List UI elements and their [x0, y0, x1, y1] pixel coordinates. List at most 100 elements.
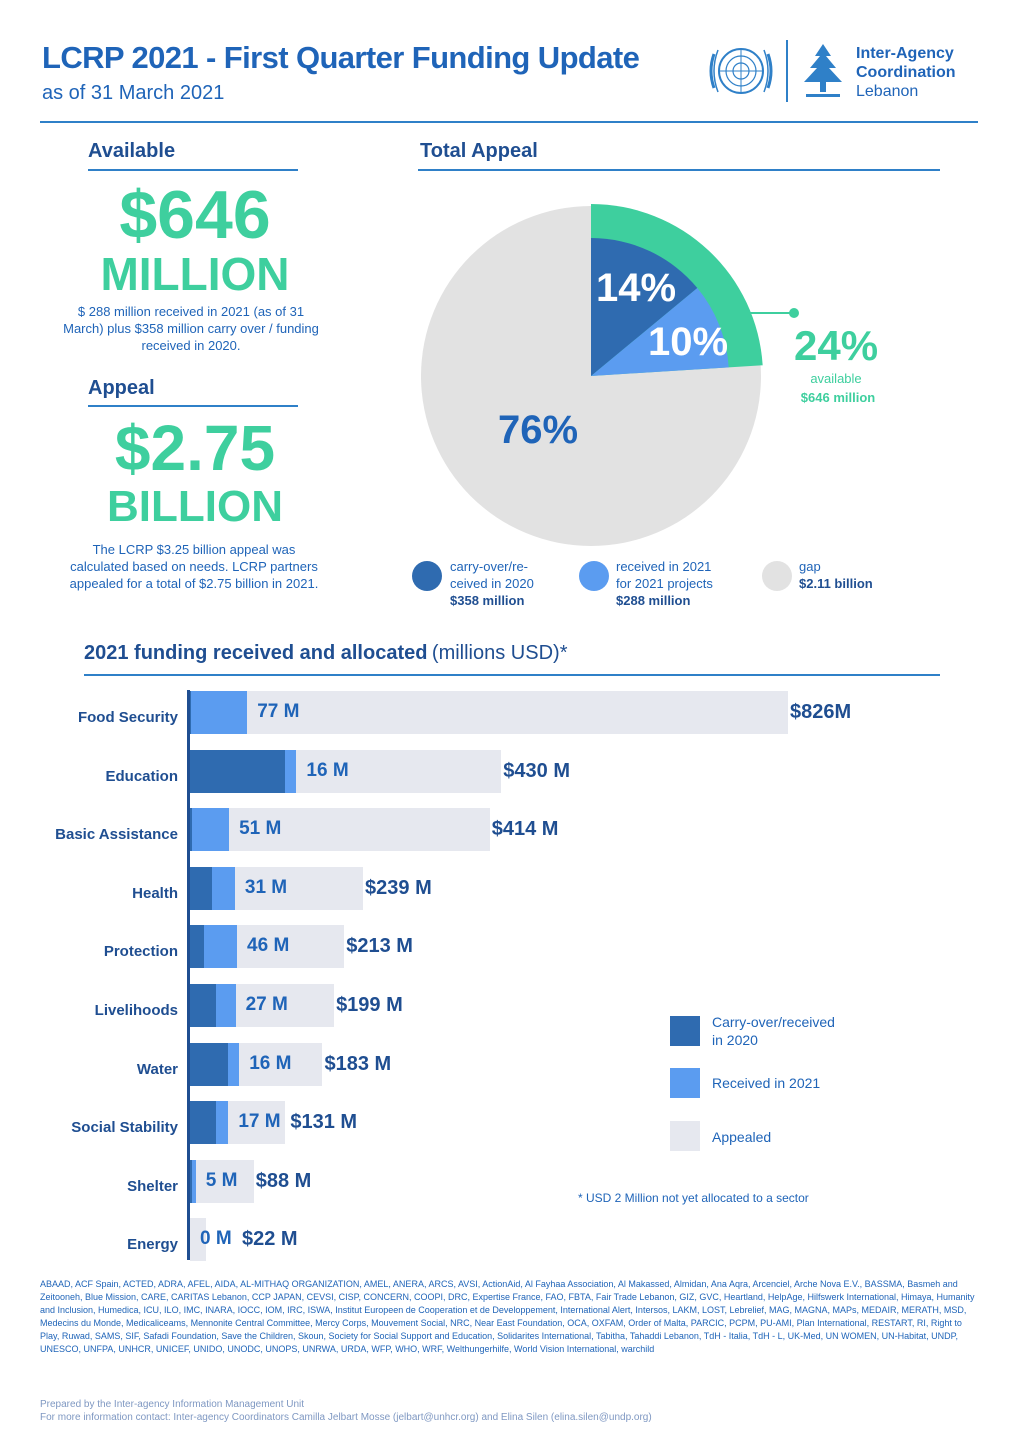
- bar-legend-received-box: [670, 1068, 700, 1098]
- bar-received-label: 46 M: [247, 935, 290, 957]
- legend-carryover-dot: [412, 561, 442, 591]
- legend-gap-line1: gap: [799, 559, 821, 574]
- bar-legend-carryover-line1: Carry-over/received: [712, 1014, 835, 1030]
- legend-gap-dot: [762, 561, 792, 591]
- bar-received-label: 51 M: [239, 818, 282, 840]
- bar-category-label: Education: [105, 767, 178, 785]
- pie-slice-received: [591, 288, 729, 376]
- legend-carryover-amount: $358 million: [450, 593, 525, 608]
- bar-category-label: Water: [136, 1060, 178, 1078]
- legend-received: received in 2021 for 2021 projects $288 …: [616, 558, 713, 609]
- bar-received: [192, 1159, 196, 1203]
- bar-carryover: [190, 1042, 228, 1086]
- bar-category-label: Shelter: [127, 1177, 178, 1195]
- available-note: $ 288 million received in 2021 (as of 31…: [63, 304, 319, 353]
- available-heading: Available: [88, 140, 176, 162]
- bar-received-label: 16 M: [306, 759, 349, 781]
- pie-slice-carryover: [591, 238, 698, 376]
- available-pct: 24%: [794, 322, 879, 369]
- bar-received-label: 17 M: [238, 1111, 281, 1133]
- bar-category-label: Energy: [127, 1236, 178, 1254]
- legend-gap-amount: $2.11 billion: [799, 576, 873, 591]
- legend-gap: gap $2.11 billion: [799, 558, 873, 592]
- org-name-line3: Lebanon: [856, 83, 919, 100]
- bar-received: [216, 1101, 229, 1145]
- funding-heading: 2021 funding received and allocated: [84, 642, 428, 664]
- pie-label-carryover: 14%: [596, 266, 677, 310]
- bar-appealed: [190, 808, 490, 852]
- bar-received-label: 0 M: [200, 1228, 232, 1250]
- available-amount: $646: [119, 177, 271, 253]
- bar-appeal-label: $430 M: [503, 759, 571, 782]
- legend-carryover: carry-over/re- ceived in 2020 $358 milli…: [450, 558, 534, 609]
- appeal-note: The LCRP $3.25 billion appeal was calcul…: [69, 542, 319, 591]
- bar-carryover: [190, 749, 285, 793]
- bar-legend-appealed: Appealed: [712, 1129, 772, 1145]
- bar-appeal-label: $826M: [790, 701, 852, 723]
- bar-category-label: Protection: [103, 943, 178, 961]
- appeal-heading: Appeal: [88, 377, 155, 399]
- bar-category-label: Social Stability: [71, 1119, 178, 1137]
- legend-received-amount: $288 million: [616, 593, 691, 608]
- legend-carryover-line2: ceived in 2020: [450, 576, 534, 591]
- prepared-by: Prepared by the Inter-agency Information…: [40, 1398, 652, 1424]
- header-divider: [40, 121, 978, 123]
- funding-footnote: * USD 2 Million not yet allocated to a s…: [578, 1191, 809, 1205]
- bar-appeal-label: $414 M: [491, 818, 559, 841]
- funding-underline: [84, 674, 940, 676]
- bar-received: [203, 925, 238, 969]
- bar-legend-carryover-box: [670, 1016, 700, 1046]
- bar-carryover: [190, 866, 213, 910]
- available-underline: [88, 169, 298, 171]
- bar-chart-axis: [187, 690, 190, 1260]
- bar-category-label: Basic Assistance: [55, 826, 178, 844]
- total-appeal-pie-chart: [421, 204, 799, 546]
- legend-received-line1: received in 2021: [616, 559, 712, 574]
- bar-received: [192, 808, 230, 852]
- page-subtitle: as of 31 March 2021: [42, 82, 225, 104]
- appeal-underline: [88, 405, 298, 407]
- un-emblem-icon: [709, 48, 773, 94]
- bar-carryover: [190, 1101, 217, 1145]
- bar-received: [216, 984, 236, 1027]
- bar-legend-carryover: Carry-over/received in 2020: [712, 1013, 835, 1049]
- org-name: Inter-Agency Coordination Lebanon: [856, 44, 956, 101]
- bar-appeal-label: $131 M: [290, 1111, 358, 1134]
- bar-legend-carryover-line2: in 2020: [712, 1032, 758, 1048]
- bar-received-label: 27 M: [245, 994, 288, 1015]
- cedar-tree-icon: [804, 44, 842, 97]
- bar-appeal-label: $22 M: [242, 1228, 298, 1251]
- bar-received: [212, 866, 235, 910]
- bar-category-label: Livelihoods: [94, 1002, 178, 1019]
- bar-received-label: 77 M: [257, 701, 300, 722]
- logo-divider: [786, 40, 788, 102]
- bar-received-label: 16 M: [249, 1052, 292, 1074]
- pie-label-gap: 76%: [498, 408, 579, 452]
- legend-received-dot: [579, 561, 609, 591]
- total-appeal-heading: Total Appeal: [420, 140, 538, 162]
- bar-category-label: Food Security: [77, 709, 178, 726]
- legend-carryover-line1: carry-over/re-: [450, 559, 529, 574]
- bar-appealed: [190, 691, 788, 734]
- bar-appeal-label: $88 M: [255, 1169, 312, 1192]
- bar-carryover: [190, 925, 204, 969]
- bar-appeal-label: $239 M: [365, 876, 432, 899]
- bar-appealed: [190, 1159, 254, 1203]
- bar-appeal-label: $199 M: [336, 994, 403, 1016]
- bar-legend-received: Received in 2021: [712, 1075, 821, 1091]
- bar-received-label: 31 M: [244, 876, 288, 898]
- org-name-line1: Inter-Agency: [856, 45, 954, 62]
- total-appeal-underline: [418, 169, 940, 171]
- bar-received-label: 5 M: [205, 1169, 238, 1191]
- funding-unit-note: (millions USD)*: [431, 642, 568, 664]
- bar-carryover: [190, 691, 192, 734]
- bar-carryover: [190, 984, 217, 1027]
- appeal-amount: $2.75: [114, 412, 276, 484]
- page-title: LCRP 2021 - First Quarter Funding Update: [42, 40, 640, 75]
- available-unit: MILLION: [100, 248, 290, 300]
- pie-label-received: 10%: [648, 320, 729, 364]
- bar-category-label: Health: [132, 884, 178, 902]
- bar-received: [284, 749, 297, 793]
- bar-carryover: [190, 808, 193, 852]
